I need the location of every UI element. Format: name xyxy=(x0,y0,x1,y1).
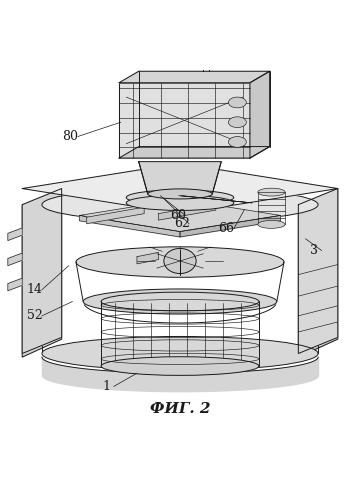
Text: 3: 3 xyxy=(310,244,319,257)
Text: 66: 66 xyxy=(219,222,235,235)
Text: 14: 14 xyxy=(27,283,43,296)
Polygon shape xyxy=(8,253,22,265)
Polygon shape xyxy=(298,189,338,357)
Ellipse shape xyxy=(83,289,277,314)
Ellipse shape xyxy=(101,292,259,311)
Ellipse shape xyxy=(42,336,318,371)
Polygon shape xyxy=(119,71,270,83)
Ellipse shape xyxy=(42,188,318,222)
Polygon shape xyxy=(80,216,180,237)
Ellipse shape xyxy=(228,137,246,147)
Text: ФИГ. 2: ФИГ. 2 xyxy=(150,402,210,416)
Text: 60: 60 xyxy=(170,209,186,222)
Ellipse shape xyxy=(258,188,285,196)
Ellipse shape xyxy=(76,247,284,277)
Text: 80: 80 xyxy=(63,130,78,143)
Ellipse shape xyxy=(258,221,285,229)
Ellipse shape xyxy=(203,59,208,63)
Text: 62: 62 xyxy=(174,217,190,230)
Text: 52: 52 xyxy=(27,309,42,322)
Ellipse shape xyxy=(126,195,234,211)
Polygon shape xyxy=(80,199,280,232)
Ellipse shape xyxy=(101,357,259,375)
Polygon shape xyxy=(119,83,250,158)
Polygon shape xyxy=(22,189,62,357)
Polygon shape xyxy=(8,278,22,291)
Text: 1: 1 xyxy=(103,380,111,393)
Polygon shape xyxy=(158,204,216,220)
Polygon shape xyxy=(8,228,22,241)
Polygon shape xyxy=(137,252,158,264)
Polygon shape xyxy=(87,207,144,224)
Polygon shape xyxy=(139,162,221,194)
Ellipse shape xyxy=(148,189,212,199)
Ellipse shape xyxy=(126,190,234,205)
Ellipse shape xyxy=(228,97,246,108)
Polygon shape xyxy=(22,164,338,214)
Polygon shape xyxy=(22,189,62,353)
Polygon shape xyxy=(180,216,280,237)
Ellipse shape xyxy=(228,117,246,128)
Polygon shape xyxy=(298,189,338,353)
Polygon shape xyxy=(119,147,270,158)
Ellipse shape xyxy=(164,249,196,273)
Polygon shape xyxy=(250,71,270,158)
